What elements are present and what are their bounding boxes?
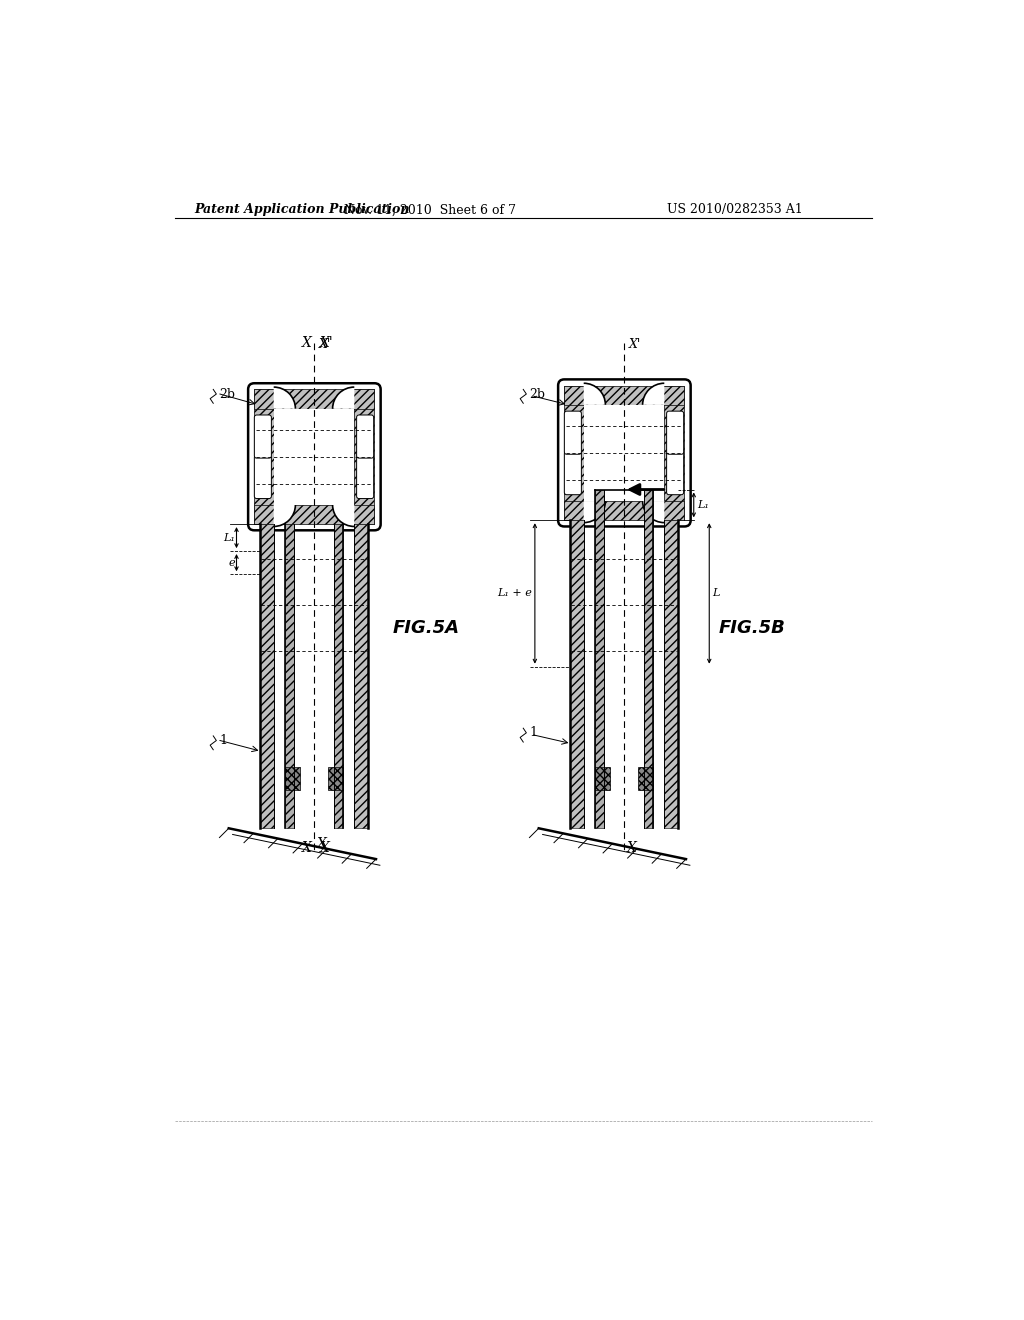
Bar xyxy=(564,385,684,405)
Wedge shape xyxy=(584,502,605,523)
FancyBboxPatch shape xyxy=(254,414,271,458)
Bar xyxy=(564,385,584,520)
FancyBboxPatch shape xyxy=(356,414,374,458)
Bar xyxy=(273,409,354,506)
FancyBboxPatch shape xyxy=(564,411,582,454)
Text: FIG.5B: FIG.5B xyxy=(719,619,785,638)
FancyBboxPatch shape xyxy=(667,411,684,454)
Bar xyxy=(334,524,343,829)
Text: X': X' xyxy=(629,338,641,351)
Bar xyxy=(569,520,584,829)
FancyBboxPatch shape xyxy=(254,455,271,499)
Text: 1: 1 xyxy=(219,734,227,747)
Text: X: X xyxy=(321,841,330,855)
FancyBboxPatch shape xyxy=(667,451,684,495)
Bar xyxy=(584,405,665,502)
Text: X: X xyxy=(627,841,637,854)
Text: L₁ + e: L₁ + e xyxy=(497,589,531,598)
Bar xyxy=(328,767,343,789)
Bar xyxy=(665,520,678,829)
Text: 2b: 2b xyxy=(529,388,546,400)
Bar xyxy=(354,524,369,829)
Text: X': X' xyxy=(318,338,331,351)
Bar xyxy=(638,767,652,789)
Text: L₁: L₁ xyxy=(223,533,234,543)
Wedge shape xyxy=(584,383,605,405)
Bar xyxy=(644,490,653,829)
Text: X': X' xyxy=(321,337,334,350)
Bar xyxy=(254,389,273,524)
Text: FIG.5A: FIG.5A xyxy=(393,619,460,638)
Wedge shape xyxy=(273,387,295,409)
FancyBboxPatch shape xyxy=(356,455,374,499)
Bar xyxy=(354,389,374,524)
Text: L₁: L₁ xyxy=(697,500,709,510)
Wedge shape xyxy=(333,506,354,527)
Text: X: X xyxy=(317,837,327,850)
Wedge shape xyxy=(273,506,295,527)
Text: US 2010/0282353 A1: US 2010/0282353 A1 xyxy=(667,203,803,216)
FancyBboxPatch shape xyxy=(564,451,582,495)
Text: e: e xyxy=(228,557,234,568)
Bar xyxy=(285,524,294,829)
Text: Nov. 11, 2010  Sheet 6 of 7: Nov. 11, 2010 Sheet 6 of 7 xyxy=(344,203,516,216)
Bar xyxy=(254,506,374,524)
Wedge shape xyxy=(333,387,354,409)
Bar xyxy=(595,490,604,829)
Bar xyxy=(665,385,684,520)
Text: 2b: 2b xyxy=(219,388,236,400)
Bar xyxy=(260,524,273,829)
Text: 1: 1 xyxy=(529,726,538,739)
Bar xyxy=(286,767,300,789)
Text: L: L xyxy=(713,589,720,598)
Text: X: X xyxy=(302,841,311,855)
Bar xyxy=(595,767,610,789)
Text: Patent Application Publication: Patent Application Publication xyxy=(194,203,410,216)
Bar xyxy=(564,502,684,520)
Wedge shape xyxy=(643,502,665,523)
Text: X: X xyxy=(302,337,311,350)
Bar xyxy=(254,389,374,409)
Wedge shape xyxy=(643,383,665,405)
